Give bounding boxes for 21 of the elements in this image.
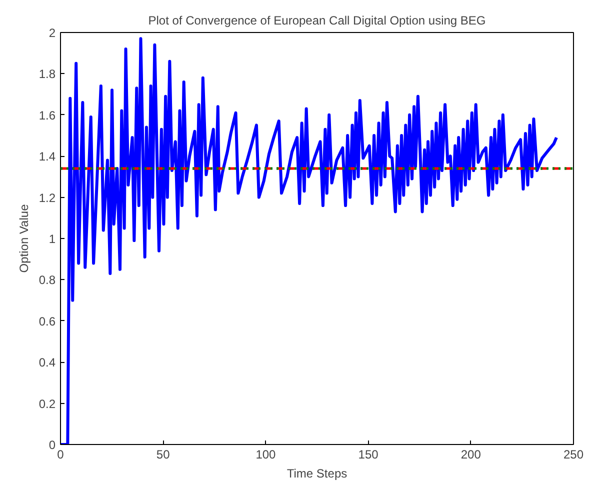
y-axis-title: Option Value [16, 204, 31, 273]
y-tick-label: 1.6 [38, 108, 56, 122]
y-tick-label: 0.8 [38, 273, 56, 288]
chart-title: Plot of Convergence of European Call Digital Option using BEG [148, 14, 486, 28]
y-tick-label: 1.8 [38, 67, 56, 82]
y-tick-label: 1.4 [38, 150, 56, 164]
y-tick-label: 0.2 [38, 396, 56, 411]
y-tick-label: 0.4 [38, 356, 56, 370]
y-tick-label: 1 [48, 232, 56, 246]
x-tick-label: 0 [57, 448, 64, 462]
x-tick-label: 100 [256, 448, 276, 462]
y-tick-label: 0 [48, 438, 56, 452]
y-tick-label: 0.6 [38, 314, 56, 328]
x-tick-label: 50 [156, 448, 170, 462]
y-tick-label: 2 [48, 26, 56, 40]
x-axis-title: Time Steps [286, 466, 348, 480]
line-series [60, 37, 558, 444]
y-tick-label: 1.2 [38, 190, 56, 205]
x-tick-label: 200 [460, 448, 482, 462]
x-tick-label: 250 [563, 448, 584, 462]
x-tick-label: 150 [358, 448, 379, 462]
